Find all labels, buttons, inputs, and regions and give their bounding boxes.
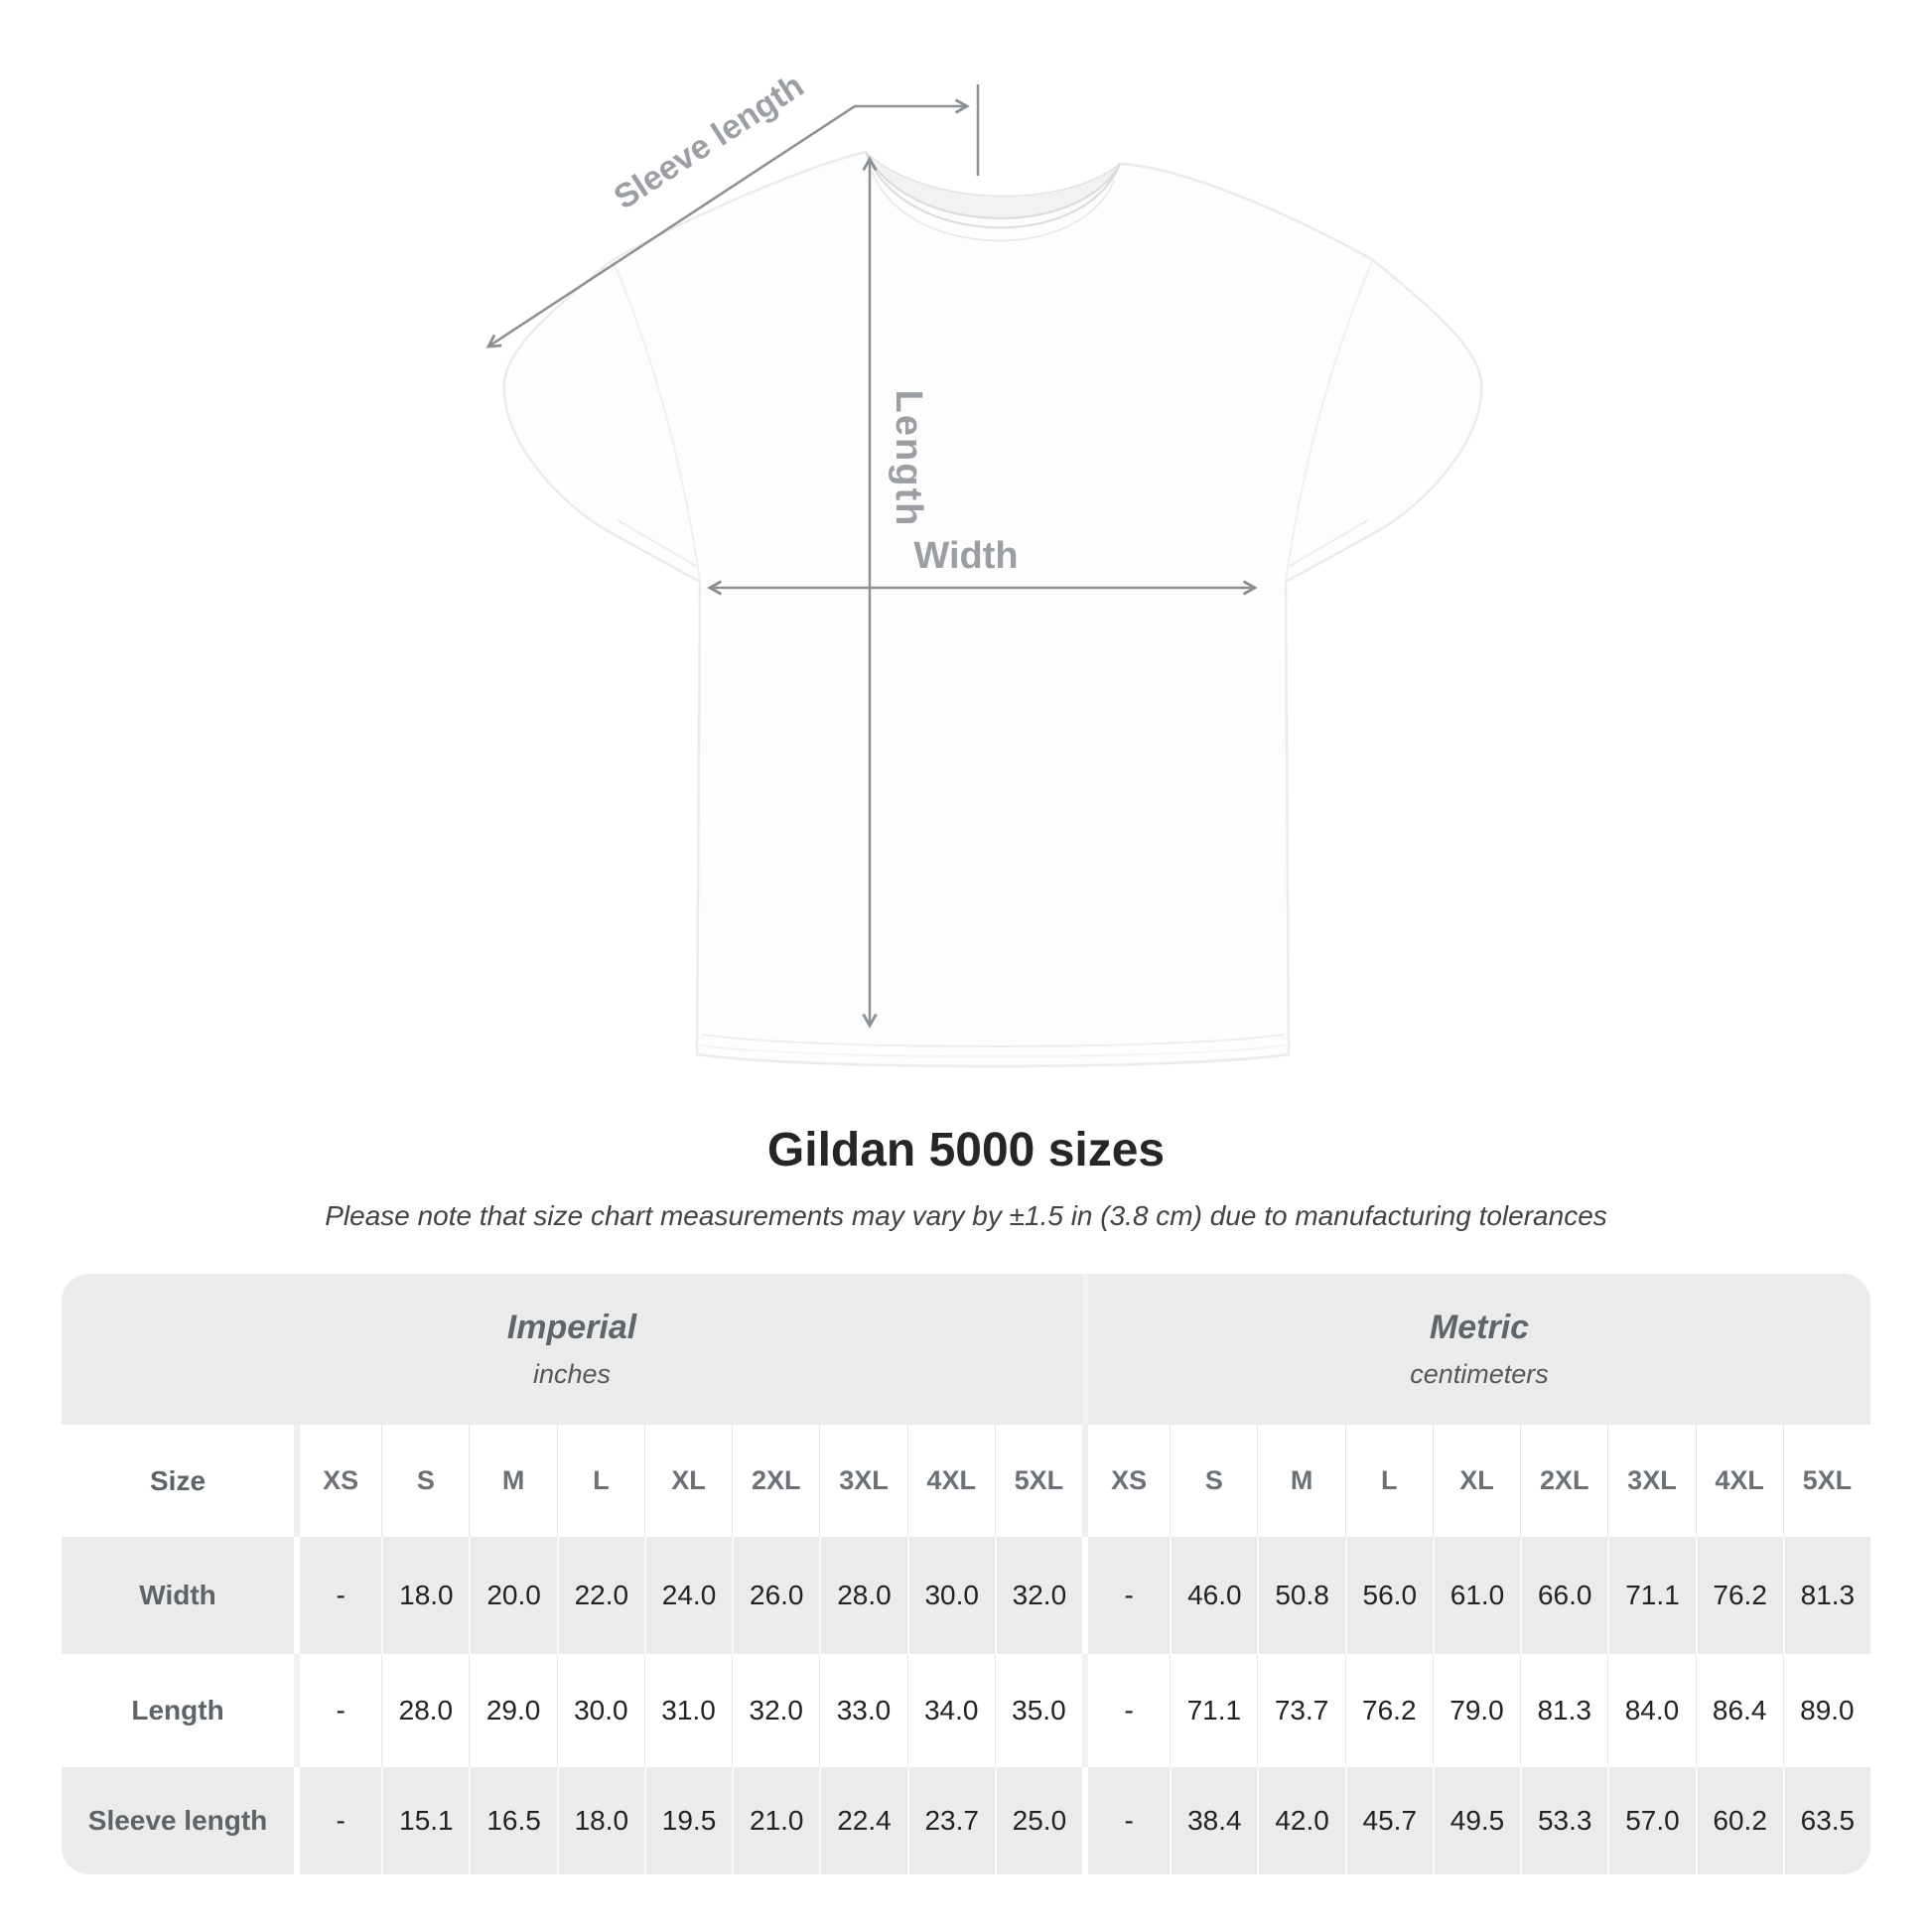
table-cell: 32.0 <box>732 1654 819 1767</box>
size-column-header: Size <box>150 1464 207 1496</box>
table-cell: 34.0 <box>906 1654 995 1767</box>
table-cell: 18.0 <box>556 1767 644 1874</box>
table-cell: 89.0 <box>1782 1654 1870 1767</box>
length-label: Length <box>888 390 929 528</box>
width-label: Width <box>913 535 1018 577</box>
table-cell: 73.7 <box>1257 1654 1344 1767</box>
table-cell: - <box>1082 1537 1170 1654</box>
page-title: Gildan 5000 sizes <box>766 1124 1166 1176</box>
table-cell: 25.0 <box>994 1767 1082 1874</box>
table-cell: 28.0 <box>381 1654 469 1767</box>
size-header-imperial-xs: XS <box>294 1425 381 1537</box>
row-label-length: Length <box>131 1695 224 1725</box>
size-header-metric-5xl: 5XL <box>1782 1425 1870 1537</box>
table-cell: 45.7 <box>1344 1767 1433 1874</box>
tshirt-image <box>502 150 1483 1068</box>
size-header-metric-4xl: 4XL <box>1695 1425 1783 1537</box>
table-cell: 61.0 <box>1432 1537 1520 1654</box>
table-row-width: Width - 18.0 20.0 22.0 24.0 26.0 28.0 30… <box>62 1537 1870 1654</box>
size-header-metric-xs: XS <box>1082 1425 1170 1537</box>
sleeve-length-arrow <box>485 98 970 348</box>
table-cell: 32.0 <box>994 1537 1082 1654</box>
table-cell: 16.5 <box>469 1767 556 1874</box>
table-cell: 26.0 <box>732 1537 819 1654</box>
table-cell: 50.8 <box>1257 1537 1344 1654</box>
table-cell: 86.4 <box>1695 1654 1783 1767</box>
size-header-imperial-xl: XL <box>643 1425 732 1537</box>
size-header-metric-xl: XL <box>1432 1425 1520 1537</box>
imperial-unit-label: inches <box>532 1359 612 1389</box>
size-header-metric-2xl: 2XL <box>1520 1425 1607 1537</box>
table-cell: 33.0 <box>819 1654 906 1767</box>
row-label-width: Width <box>139 1580 216 1610</box>
size-header-metric-s: S <box>1170 1425 1257 1537</box>
table-cell: 31.0 <box>643 1654 732 1767</box>
table-cell: 57.0 <box>1607 1767 1695 1874</box>
size-header-imperial-s: S <box>381 1425 469 1537</box>
tshirt-measurement-diagram: Sleeve length Length Width <box>485 67 1483 1068</box>
table-cell: 24.0 <box>643 1537 732 1654</box>
table-row-sleeve-length: Sleeve length - 15.1 16.5 18.0 19.5 21.0… <box>62 1767 1870 1874</box>
metric-label: Metric <box>1429 1309 1530 1346</box>
table-cell: 84.0 <box>1607 1654 1695 1767</box>
table-cell: 28.0 <box>819 1537 906 1654</box>
imperial-group-header: Imperial inches <box>62 1274 1082 1425</box>
table-cell: 76.2 <box>1695 1537 1783 1654</box>
tshirt-body <box>502 150 1483 1068</box>
unit-group-header-row: Imperial inches Metric centimeters <box>62 1274 1870 1425</box>
table-cell: 23.7 <box>906 1767 995 1874</box>
metric-unit-label: centimeters <box>1410 1359 1549 1389</box>
table-cell: 20.0 <box>469 1537 556 1654</box>
tolerance-note: Please note that size chart measurements… <box>325 1200 1607 1231</box>
metric-group-header: Metric centimeters <box>1082 1274 1870 1425</box>
size-header-metric-m: M <box>1257 1425 1344 1537</box>
table-cell: 66.0 <box>1520 1537 1607 1654</box>
table-cell: 21.0 <box>732 1767 819 1874</box>
size-header-imperial-3xl: 3XL <box>819 1425 906 1537</box>
table-cell: - <box>294 1767 381 1874</box>
table-row-length: Length - 28.0 29.0 30.0 31.0 32.0 33.0 3… <box>62 1654 1870 1767</box>
table-cell: 53.3 <box>1520 1767 1607 1874</box>
table-cell: 38.4 <box>1170 1767 1257 1874</box>
size-table: Imperial inches Metric centimeters Size … <box>62 1274 1870 1874</box>
imperial-label: Imperial <box>506 1309 637 1346</box>
table-cell: 49.5 <box>1432 1767 1520 1874</box>
table-cell: 79.0 <box>1432 1654 1520 1767</box>
table-cell: - <box>294 1537 381 1654</box>
size-header-imperial-2xl: 2XL <box>732 1425 819 1537</box>
table-cell: 30.0 <box>906 1537 995 1654</box>
table-cell: 35.0 <box>994 1654 1082 1767</box>
table-cell: 71.1 <box>1170 1654 1257 1767</box>
table-cell: 30.0 <box>556 1654 644 1767</box>
table-cell: 46.0 <box>1170 1537 1257 1654</box>
table-cell: 81.3 <box>1520 1654 1607 1767</box>
size-header-imperial-5xl: 5XL <box>994 1425 1082 1537</box>
row-label-sleeve-length: Sleeve length <box>87 1805 268 1836</box>
table-cell: 76.2 <box>1344 1654 1433 1767</box>
size-header-metric-l: L <box>1344 1425 1433 1537</box>
dimension-annotations <box>485 84 1258 1029</box>
size-header-imperial-l: L <box>556 1425 644 1537</box>
table-cell: 71.1 <box>1607 1537 1695 1654</box>
size-header-imperial-m: M <box>469 1425 556 1537</box>
table-cell: 56.0 <box>1344 1537 1433 1654</box>
size-header-imperial-4xl: 4XL <box>906 1425 995 1537</box>
table-cell: 42.0 <box>1257 1767 1344 1874</box>
table-cell: 18.0 <box>381 1537 469 1654</box>
table-cell: 29.0 <box>469 1654 556 1767</box>
size-header-row: Size XS S M L XL 2XL 3XL 4XL 5XL XS S M … <box>62 1425 1870 1537</box>
table-cell: 81.3 <box>1782 1537 1870 1654</box>
table-cell: 63.5 <box>1782 1767 1870 1874</box>
size-header-metric-3xl: 3XL <box>1607 1425 1695 1537</box>
table-cell: - <box>1082 1767 1170 1874</box>
table-cell: 19.5 <box>643 1767 732 1874</box>
table-cell: 22.4 <box>819 1767 906 1874</box>
table-cell: 22.0 <box>556 1537 644 1654</box>
table-cell: 60.2 <box>1695 1767 1783 1874</box>
table-cell: - <box>294 1654 381 1767</box>
table-cell: - <box>1082 1654 1170 1767</box>
table-cell: 15.1 <box>381 1767 469 1874</box>
